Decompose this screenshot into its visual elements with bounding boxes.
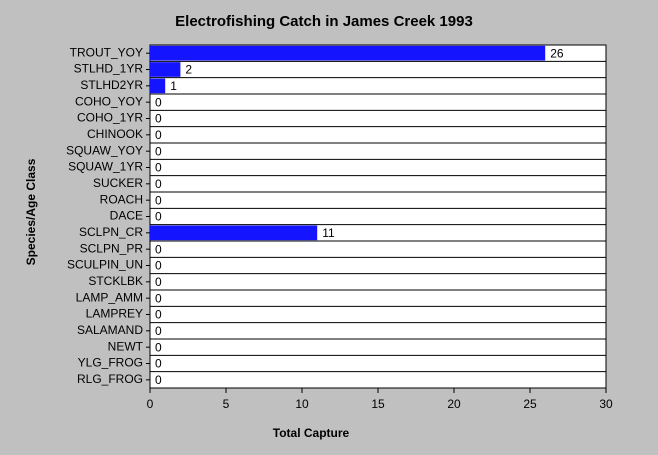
- y-tick-label: STCKLBK: [88, 274, 143, 288]
- data-label: 0: [155, 210, 162, 224]
- x-tick-label: 25: [523, 397, 537, 411]
- data-label: 0: [155, 177, 162, 191]
- data-label: 0: [155, 324, 162, 338]
- x-tick-label: 10: [295, 397, 309, 411]
- y-tick-label: STLHD2YR: [80, 78, 143, 92]
- bar: [150, 225, 318, 241]
- data-label: 11: [322, 226, 335, 240]
- data-label: 0: [155, 357, 162, 371]
- bar: [150, 62, 181, 77]
- bar: [150, 78, 166, 94]
- y-tick-label: SUCKER: [93, 176, 143, 190]
- y-tick-label: SCLPN_PR: [80, 241, 144, 255]
- data-label: 1: [170, 79, 177, 93]
- x-axis-title: Total Capture: [273, 426, 350, 440]
- x-tick-label: 5: [223, 397, 230, 411]
- plot-area: [149, 44, 607, 389]
- bar: [150, 45, 546, 61]
- data-label: 0: [155, 308, 162, 322]
- data-label: 0: [155, 144, 162, 158]
- y-tick-label: NEWT: [108, 339, 144, 353]
- x-tick-label: 30: [599, 397, 613, 411]
- data-label: 2: [185, 63, 192, 77]
- x-tick-label: 0: [147, 397, 154, 411]
- data-label: 26: [550, 46, 564, 60]
- y-tick-label: STLHD_1YR: [74, 62, 144, 76]
- data-label: 0: [155, 259, 162, 273]
- y-tick-label: YLG_FROG: [78, 356, 143, 370]
- data-label: 0: [155, 95, 162, 109]
- y-tick-label: SQUAW_1YR: [68, 160, 143, 174]
- y-tick-label: CHINOOK: [87, 127, 143, 141]
- y-tick-label: DACE: [110, 209, 143, 223]
- y-tick-label: ROACH: [100, 192, 143, 206]
- data-label: 0: [155, 161, 162, 175]
- data-label: 0: [155, 373, 162, 387]
- x-tick-label: 15: [371, 397, 385, 411]
- x-tick-label: 20: [447, 397, 461, 411]
- y-tick-label: TROUT_YOY: [70, 45, 143, 59]
- data-label: 0: [155, 242, 162, 256]
- y-tick-label: SQUAW_YOY: [66, 143, 143, 157]
- data-label: 0: [155, 112, 162, 126]
- y-axis-title: Species/Age Class: [24, 158, 38, 265]
- y-tick-label: LAMPREY: [86, 307, 143, 321]
- data-label: 0: [155, 291, 162, 305]
- chart-title: Electrofishing Catch in James Creek 1993: [175, 13, 473, 30]
- data-label: 0: [155, 193, 162, 207]
- data-label: 0: [155, 275, 162, 289]
- data-label: 0: [155, 340, 162, 354]
- y-tick-label: SCULPIN_UN: [67, 258, 143, 272]
- y-tick-label: COHO_1YR: [77, 111, 143, 125]
- y-tick-label: SCLPN_CR: [79, 225, 143, 239]
- y-tick-label: SALAMAND: [77, 323, 143, 337]
- y-tick-label: LAMP_AMM: [76, 290, 143, 304]
- data-label: 0: [155, 128, 162, 142]
- y-tick-label: COHO_YOY: [75, 94, 143, 108]
- y-tick-label: RLG_FROG: [77, 372, 143, 386]
